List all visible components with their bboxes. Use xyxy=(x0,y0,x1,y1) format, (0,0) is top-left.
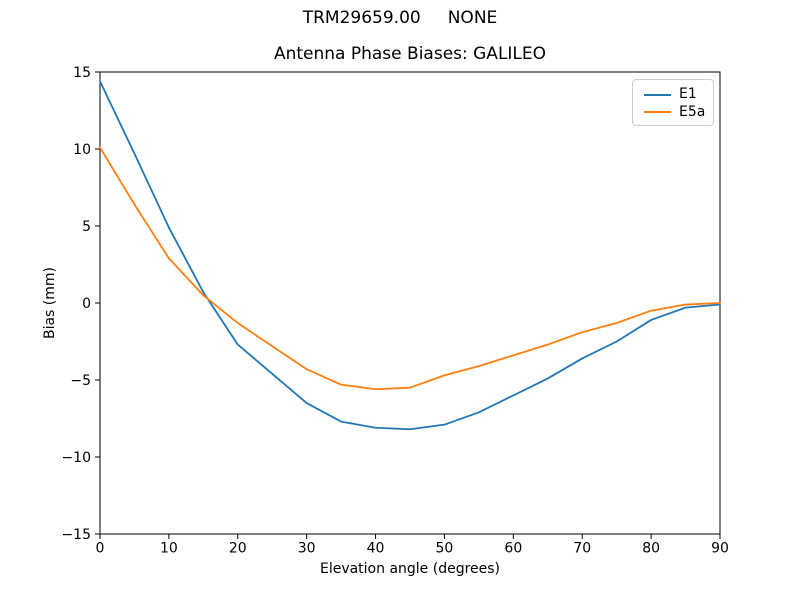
x-tick-label: 20 xyxy=(229,541,247,557)
series-line-e1 xyxy=(99,80,721,431)
x-tick-label: 50 xyxy=(436,541,454,557)
legend-label: E1 xyxy=(679,86,697,103)
y-tick-label: −10 xyxy=(61,450,91,466)
series-line-e5a xyxy=(99,146,721,391)
x-tick-label: 80 xyxy=(642,541,660,557)
y-tick-label: 0 xyxy=(82,296,91,312)
x-axis-label: Elevation angle (degrees) xyxy=(319,561,501,577)
legend-label: E5a xyxy=(679,103,706,120)
y-tick-label: −15 xyxy=(61,527,91,543)
x-tick-label: 30 xyxy=(298,541,316,557)
x-tick-label: 40 xyxy=(367,541,385,557)
legend-item-e5a: E5a xyxy=(644,104,705,121)
y-tick-label: 15 xyxy=(73,65,91,81)
legend-item-e1: E1 xyxy=(644,86,705,103)
x-tick-label: 90 xyxy=(711,541,729,557)
y-tick-label: 5 xyxy=(82,219,91,235)
x-tick-label: 60 xyxy=(504,541,522,557)
x-tick-label: 10 xyxy=(160,541,178,557)
legend: E1 E5a xyxy=(632,79,714,126)
x-tick-label: 0 xyxy=(96,541,105,557)
legend-line-sample-e1 xyxy=(644,93,671,96)
x-tick-label: 70 xyxy=(573,541,591,557)
figure-suptitle: TRM29659.00 NONE xyxy=(302,8,498,28)
y-axis-label: Bias (mm) xyxy=(42,266,58,340)
plot-frame xyxy=(99,71,721,535)
y-tick-label: −5 xyxy=(70,373,91,389)
y-tick-label: 10 xyxy=(73,142,91,158)
chart-title: Antenna Phase Biases: GALILEO xyxy=(273,44,547,64)
legend-line-sample-e5a xyxy=(644,111,671,114)
